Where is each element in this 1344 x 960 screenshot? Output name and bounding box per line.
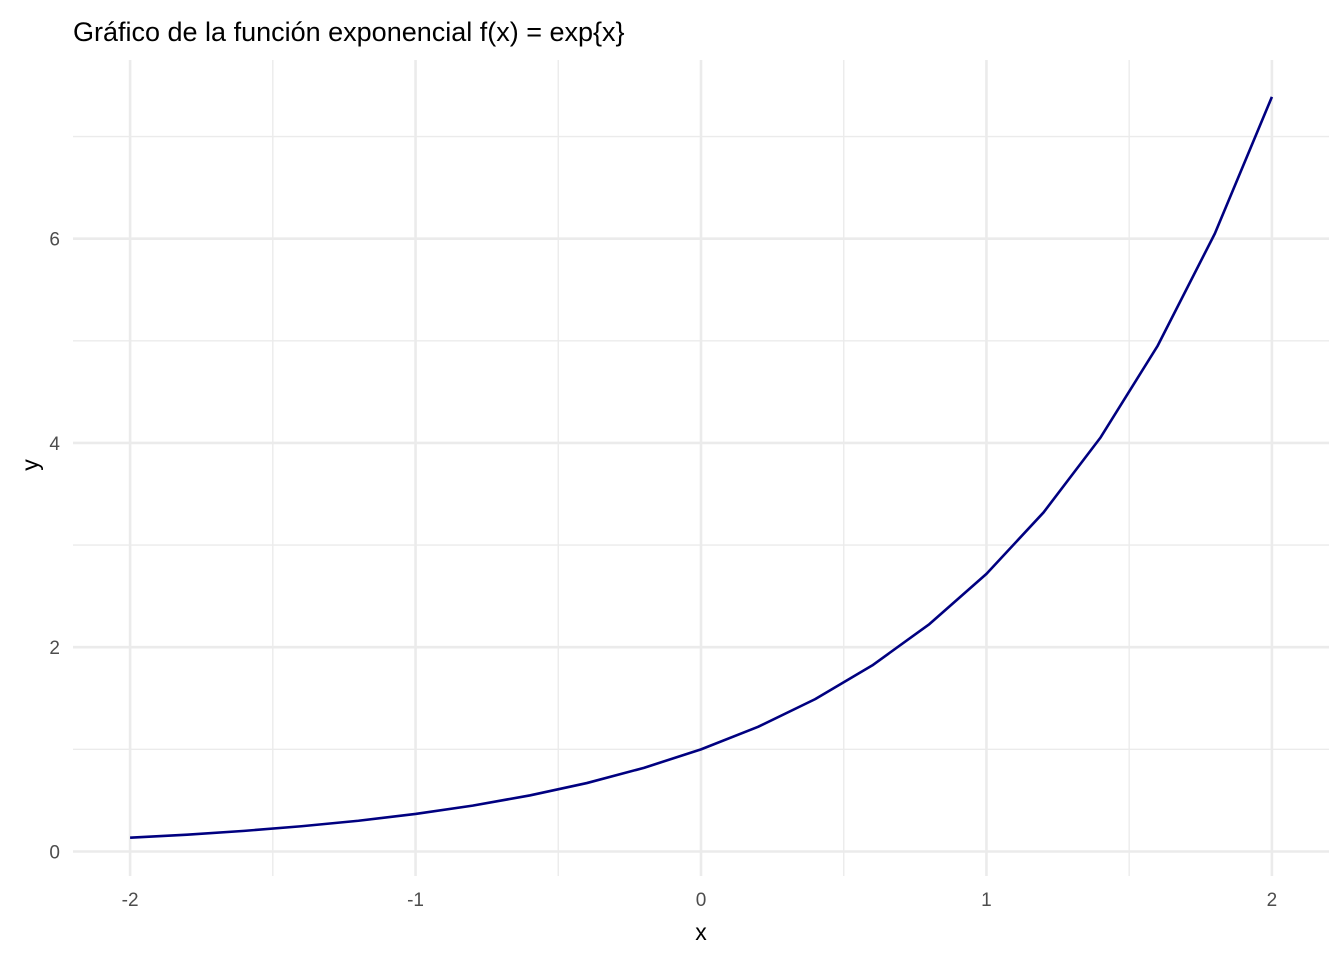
grid <box>73 60 1329 876</box>
y-tick-label: 4 <box>49 434 60 455</box>
x-tick-label: 1 <box>981 890 992 911</box>
x-tick-label: -2 <box>122 890 139 911</box>
x-tick-label: -1 <box>407 890 424 911</box>
y-tick-label: 0 <box>49 842 60 863</box>
x-axis-label: x <box>695 919 707 945</box>
y-tick-label: 6 <box>49 230 60 251</box>
y-axis-ticks: 0 2 4 6 <box>49 230 60 864</box>
chart-title: Gráfico de la función exponencial f(x) =… <box>73 17 625 47</box>
series-layer <box>130 96 1274 839</box>
x-axis-ticks: -2 -1 0 1 2 <box>122 890 1278 911</box>
x-tick-label: 0 <box>696 890 707 911</box>
y-axis-label: y <box>17 459 43 471</box>
series-line <box>130 96 1274 839</box>
x-tick-label: 2 <box>1267 890 1278 911</box>
y-tick-label: 2 <box>49 638 60 659</box>
